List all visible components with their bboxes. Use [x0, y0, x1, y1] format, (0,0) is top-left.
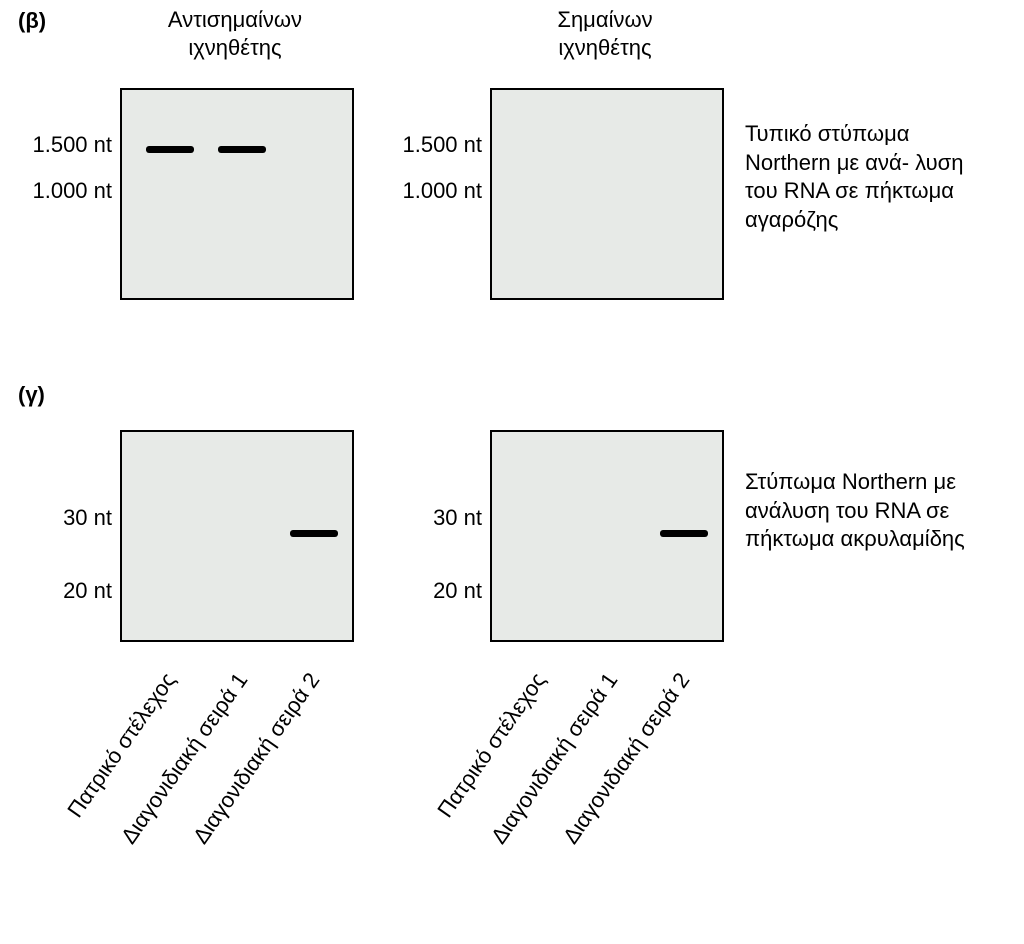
- lane-label-right-1: Πατρικό στέλεχος: [410, 668, 552, 855]
- side-text-b: Τυπικό στύπωμα Northern με ανά- λυση του…: [745, 120, 995, 234]
- band-b-antisense-lane2: [218, 146, 266, 153]
- lane-label-left-1: Πατρικό στέλεχος: [40, 668, 182, 855]
- marker-c-left-30: 30 nt: [0, 505, 112, 531]
- marker-b-right-1500: 1.500 nt: [370, 132, 482, 158]
- gel-c-sense: [490, 430, 724, 642]
- col-title-sense-line1: Σημαίνων: [557, 7, 652, 32]
- col-title-sense-line2: ιχνηθέτης: [558, 35, 651, 60]
- side-text-c: Στύπωμα Northern με ανάλυση του RNA σε π…: [745, 468, 1005, 554]
- marker-c-right-30: 30 nt: [370, 505, 482, 531]
- marker-b-left-1500: 1.500 nt: [0, 132, 112, 158]
- lane-label-right-2: Διαγονιδιακή σειρά 1: [482, 668, 624, 855]
- marker-b-right-1000: 1.000 nt: [370, 178, 482, 204]
- col-title-antisense: Αντισημαίνων ιχνηθέτης: [120, 6, 350, 61]
- band-b-antisense-lane1: [146, 146, 194, 153]
- gel-b-antisense: [120, 88, 354, 300]
- marker-b-left-1000: 1.000 nt: [0, 178, 112, 204]
- gel-b-sense: [490, 88, 724, 300]
- col-title-antisense-line2: ιχνηθέτης: [188, 35, 281, 60]
- band-c-sense-lane3: [660, 530, 708, 537]
- panel-b-label: (β): [18, 8, 46, 34]
- lane-label-left-2: Διαγονιδιακή σειρά 1: [112, 668, 254, 855]
- col-title-sense: Σημαίνων ιχνηθέτης: [490, 6, 720, 61]
- band-c-antisense-lane3: [290, 530, 338, 537]
- panel-c-label: (γ): [18, 382, 45, 408]
- gel-c-antisense: [120, 430, 354, 642]
- lane-label-right-3: Διαγονιδιακή σειρά 2: [554, 668, 696, 855]
- marker-c-left-20: 20 nt: [0, 578, 112, 604]
- lane-label-left-3: Διαγονιδιακή σειρά 2: [184, 668, 326, 855]
- col-title-antisense-line1: Αντισημαίνων: [168, 7, 302, 32]
- marker-c-right-20: 20 nt: [370, 578, 482, 604]
